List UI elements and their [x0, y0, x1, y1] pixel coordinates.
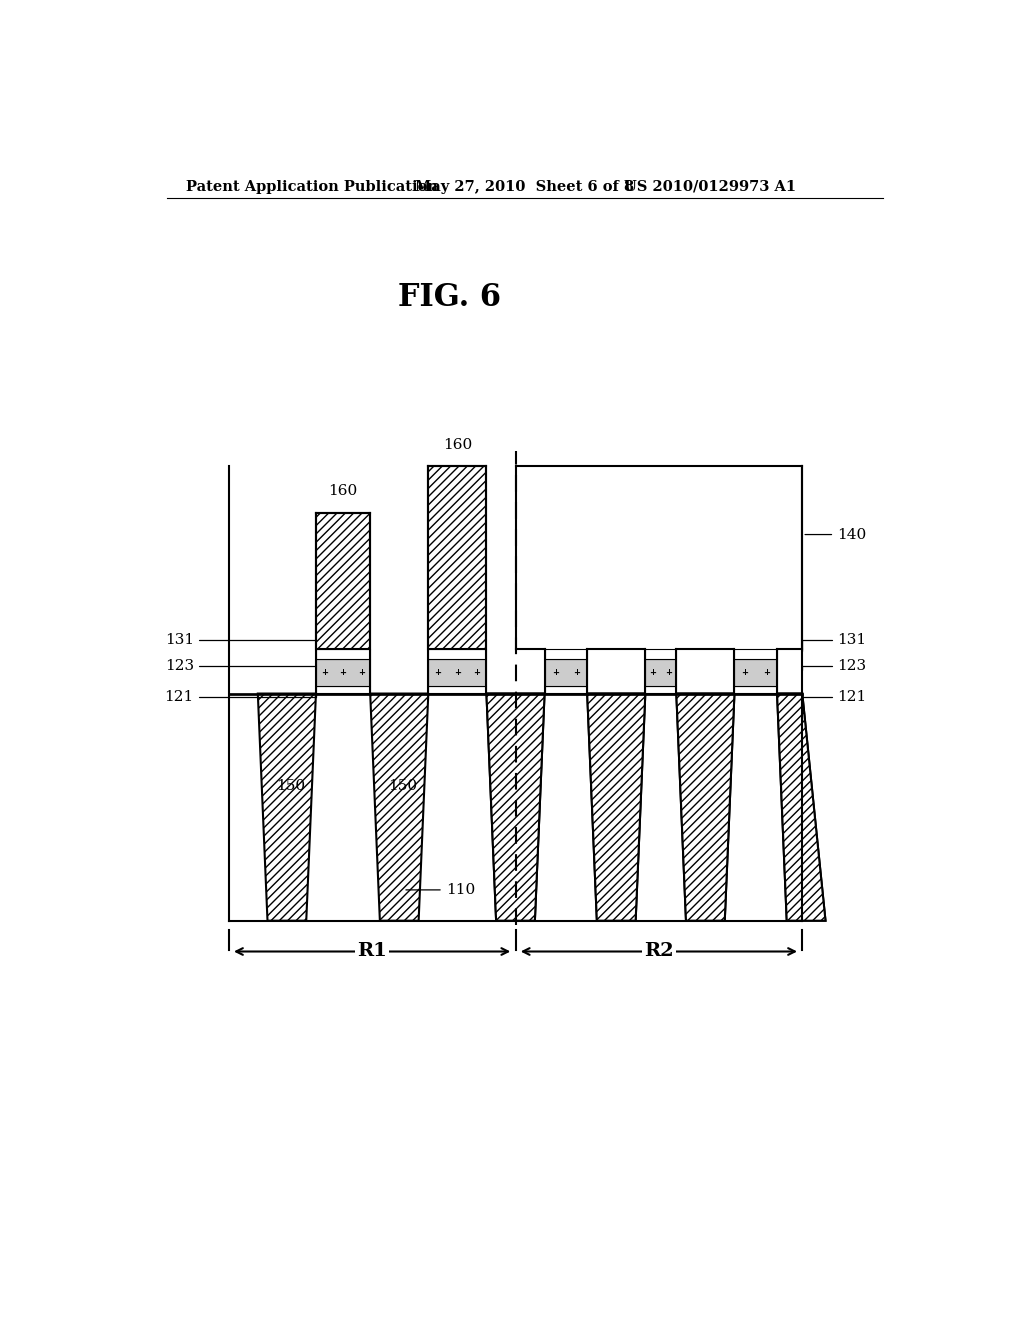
Bar — [545, 659, 587, 686]
Polygon shape — [777, 693, 825, 921]
Text: 160: 160 — [329, 484, 357, 498]
Bar — [545, 649, 587, 659]
Polygon shape — [486, 693, 545, 921]
Text: 131: 131 — [802, 634, 866, 651]
Bar — [428, 659, 486, 686]
Text: 131: 131 — [165, 634, 316, 651]
Bar — [734, 686, 777, 693]
Bar — [428, 686, 486, 693]
Text: +: + — [763, 668, 770, 677]
Bar — [316, 686, 371, 693]
Text: 150: 150 — [388, 779, 418, 793]
Bar — [428, 466, 486, 649]
Bar — [734, 659, 777, 686]
Bar — [316, 649, 371, 659]
Text: 123: 123 — [165, 659, 316, 673]
Bar — [645, 686, 676, 693]
Text: +: + — [573, 668, 580, 677]
Text: 110: 110 — [406, 883, 475, 896]
Text: 121: 121 — [165, 690, 316, 705]
Text: 140: 140 — [805, 528, 866, 541]
Polygon shape — [587, 693, 645, 921]
Bar — [645, 466, 676, 649]
Text: +: + — [357, 668, 365, 677]
Text: 123: 123 — [802, 659, 866, 673]
Polygon shape — [777, 693, 825, 921]
Polygon shape — [258, 693, 316, 921]
Text: 150: 150 — [276, 779, 305, 793]
Polygon shape — [587, 693, 645, 921]
Bar — [734, 649, 777, 659]
Text: R2: R2 — [644, 942, 674, 961]
Bar — [645, 659, 676, 686]
Text: 160: 160 — [442, 438, 472, 451]
Polygon shape — [676, 693, 734, 921]
Polygon shape — [371, 693, 428, 921]
Bar — [545, 686, 587, 693]
Text: +: + — [340, 668, 346, 677]
Text: US 2010/0129973 A1: US 2010/0129973 A1 — [624, 180, 796, 194]
Bar — [676, 466, 734, 649]
Text: +: + — [741, 668, 749, 677]
Bar — [777, 466, 802, 649]
Text: +: + — [649, 668, 656, 677]
Bar — [428, 649, 486, 659]
Text: FIG. 6: FIG. 6 — [398, 281, 501, 313]
Text: +: + — [665, 668, 672, 677]
Text: 121: 121 — [802, 690, 866, 705]
Text: R1: R1 — [357, 942, 387, 961]
Bar — [515, 466, 545, 649]
Text: +: + — [552, 668, 559, 677]
Bar — [545, 466, 587, 649]
Text: Patent Application Publication: Patent Application Publication — [186, 180, 438, 194]
Bar — [645, 649, 676, 659]
Text: May 27, 2010  Sheet 6 of 8: May 27, 2010 Sheet 6 of 8 — [415, 180, 634, 194]
Text: +: + — [434, 668, 441, 677]
Polygon shape — [486, 693, 545, 921]
Bar — [587, 466, 645, 649]
Bar — [316, 512, 371, 649]
Text: +: + — [322, 668, 329, 677]
Bar — [228, 693, 802, 921]
Polygon shape — [676, 693, 734, 921]
Bar — [734, 466, 777, 649]
Text: +: + — [454, 668, 461, 677]
Text: +: + — [473, 668, 480, 677]
Bar — [316, 659, 371, 686]
Bar — [515, 466, 802, 649]
